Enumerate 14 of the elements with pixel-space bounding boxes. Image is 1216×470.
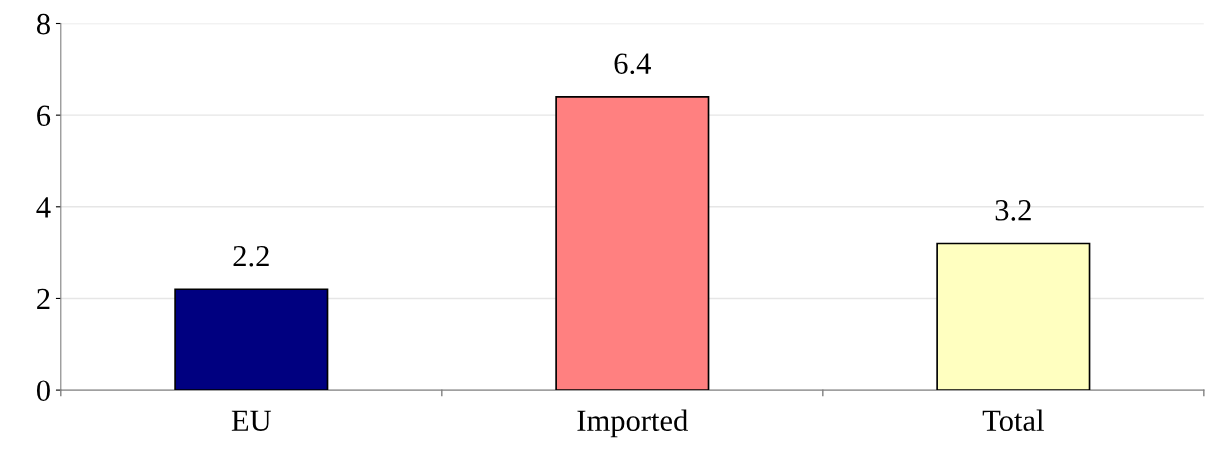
data-label: 3.2 [995,200,1031,221]
bar [936,242,1091,391]
y-tick-label: 6 [37,105,51,127]
x-tick-label: EU [231,410,272,432]
y-tick-label: 0 [36,380,50,401]
y-tick-label: 8 [36,13,50,35]
data-label: 6.4 [614,53,651,75]
data-label: 2.2 [233,245,269,267]
x-tick-label: Imported [577,409,688,438]
x-tick-label: Total [982,409,1044,432]
y-tick-label: 2 [37,288,50,310]
bar [555,95,710,391]
y-tick-label: 4 [36,197,51,218]
bar [174,288,329,391]
